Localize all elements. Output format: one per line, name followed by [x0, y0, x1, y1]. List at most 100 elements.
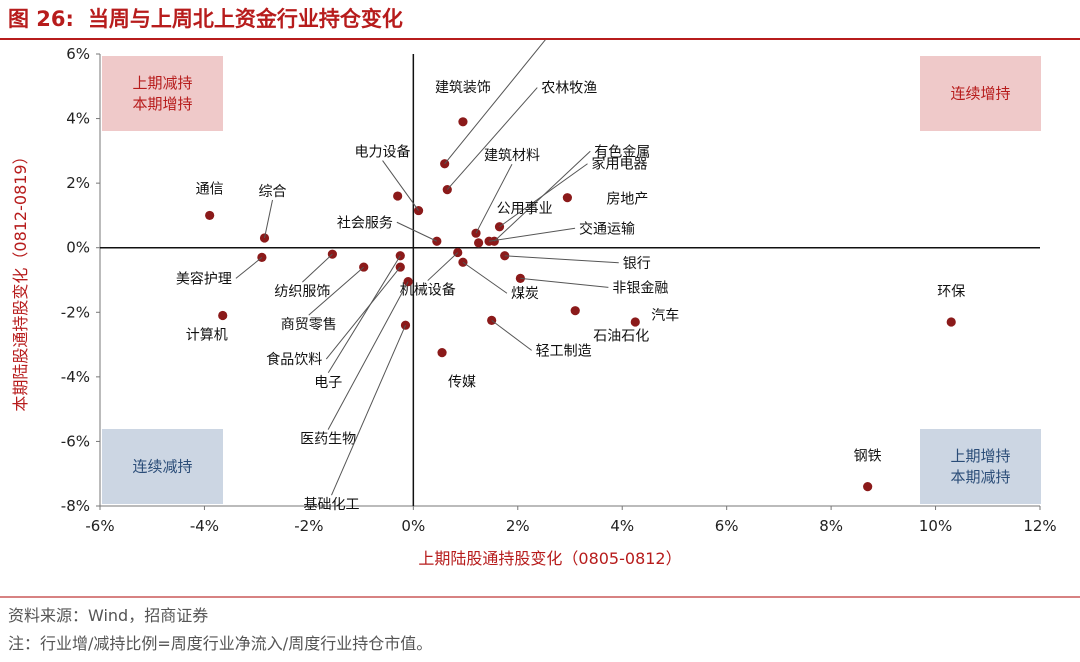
point-label: 钢铁 — [854, 449, 882, 465]
x-tick-label: 12% — [1023, 517, 1056, 535]
leader-line — [493, 150, 591, 242]
leader-line — [444, 40, 546, 165]
point-label: 电子 — [314, 375, 342, 391]
leader-line — [382, 160, 419, 211]
point-label: 轻工制造 — [536, 343, 592, 359]
y-tick-label: 2% — [66, 174, 90, 192]
x-tick-label: -4% — [190, 517, 219, 535]
title-divider — [0, 38, 1080, 40]
leader-line — [446, 87, 538, 190]
point-label: 非银金融 — [612, 280, 668, 296]
point-label: 环保 — [937, 284, 965, 300]
y-tick-label: -8% — [61, 497, 90, 515]
point-label: 基础化工 — [304, 496, 360, 513]
point-label: 医药生物 — [300, 432, 356, 448]
leader-line — [491, 319, 532, 351]
y-tick-label: 4% — [66, 110, 90, 128]
point-label: 家用电器 — [592, 156, 648, 173]
leader-line — [520, 277, 609, 288]
quadrant-label-top-left: 上期减持 — [132, 74, 192, 92]
quadrant-label-bottom-right: 上期增持 — [950, 447, 1010, 465]
data-point — [562, 193, 572, 203]
point-label: 建筑材料 — [484, 148, 540, 164]
quadrant-box-bottom-left — [102, 429, 223, 504]
point-label: 电力设备 — [355, 144, 411, 161]
data-point — [474, 238, 484, 248]
point-label: 交通运输 — [579, 220, 635, 237]
x-tick-label: -2% — [294, 517, 323, 535]
leader-line — [327, 255, 401, 374]
source-note: 资料来源：Wind，招商证券 — [8, 606, 209, 625]
point-label: 石油石化 — [593, 329, 649, 345]
point-label: 通信 — [196, 181, 224, 197]
quadrant-label-bottom-left: 连续减持 — [132, 458, 192, 476]
data-point — [393, 191, 403, 201]
point-label: 计算机 — [186, 328, 228, 344]
data-point — [218, 310, 228, 321]
data-point — [395, 251, 405, 261]
y-tick-label: -2% — [61, 303, 90, 321]
data-point — [205, 210, 215, 221]
y-tick-label: -6% — [61, 432, 90, 450]
data-point — [630, 317, 640, 327]
point-label: 机械设备 — [400, 282, 456, 299]
leader-line — [308, 266, 365, 316]
y-tick-label: -4% — [61, 368, 90, 386]
data-point — [458, 117, 468, 127]
leader-line — [331, 325, 406, 496]
leader-line — [302, 253, 333, 283]
point-label: 煤炭 — [511, 286, 539, 302]
leader-line — [325, 266, 401, 360]
x-tick-label: 6% — [715, 517, 739, 535]
quadrant-label-top-right: 连续增持 — [950, 85, 1010, 103]
x-tick-label: 0% — [401, 517, 425, 535]
x-tick-label: 4% — [610, 517, 634, 535]
data-point — [500, 251, 510, 261]
x-axis-title: 上期陆股通持股变化（0805-0812） — [418, 549, 681, 568]
leader-line — [264, 199, 273, 239]
data-point — [437, 348, 447, 358]
point-label: 综合 — [259, 184, 287, 200]
figure-number: 图 26: — [8, 7, 74, 31]
leader-line — [488, 227, 576, 242]
leader-line — [462, 261, 508, 294]
figure-title-text: 当周与上周北上资金行业持仓变化 — [87, 7, 403, 31]
x-tick-label: -6% — [85, 517, 114, 535]
data-point — [570, 306, 580, 316]
data-point — [458, 257, 468, 267]
leader-line — [327, 281, 409, 430]
y-axis-title: 本期陆股通持股变化（0812-0819） — [11, 148, 30, 411]
point-label: 公用事业 — [497, 201, 553, 217]
point-label: 农林牧渔 — [541, 81, 597, 97]
leader-line — [235, 257, 263, 279]
leader-line — [427, 252, 459, 281]
quadrant-box-top-right — [920, 56, 1041, 131]
point-label: 建筑装饰 — [435, 80, 491, 96]
point-label: 有色金属 — [594, 143, 650, 160]
quadrant-box-bottom-right — [920, 429, 1041, 504]
y-tick-label: 6% — [66, 45, 90, 63]
data-point — [946, 317, 956, 327]
leader-line — [396, 221, 438, 242]
quadrant-label-top-left: 本期增持 — [132, 95, 192, 113]
point-label: 食品饮料 — [266, 351, 322, 368]
leader-line — [504, 255, 619, 264]
quadrant-label-bottom-right: 本期减持 — [950, 468, 1010, 486]
point-label: 纺织服饰 — [274, 284, 330, 300]
point-label: 社会服务 — [337, 215, 393, 231]
point-label: 汽车 — [651, 307, 679, 324]
quadrant-box-top-left — [102, 56, 223, 131]
y-tick-label: 0% — [66, 239, 90, 257]
point-label: 银行 — [623, 256, 651, 272]
figure-title: 图 26: 当周与上周北上资金行业持仓变化 — [8, 6, 403, 32]
leader-line — [475, 163, 513, 234]
x-tick-label: 8% — [819, 517, 843, 535]
footnote: 注：行业增/减持比例=周度行业净流入/周度行业持仓市值。 — [8, 634, 433, 653]
point-label: 传媒 — [448, 375, 476, 391]
footer-divider — [0, 596, 1080, 598]
x-tick-label: 2% — [506, 517, 530, 535]
x-tick-label: 10% — [919, 517, 952, 535]
point-label: 美容护理 — [176, 270, 232, 287]
point-label: 商贸零售 — [281, 317, 337, 333]
